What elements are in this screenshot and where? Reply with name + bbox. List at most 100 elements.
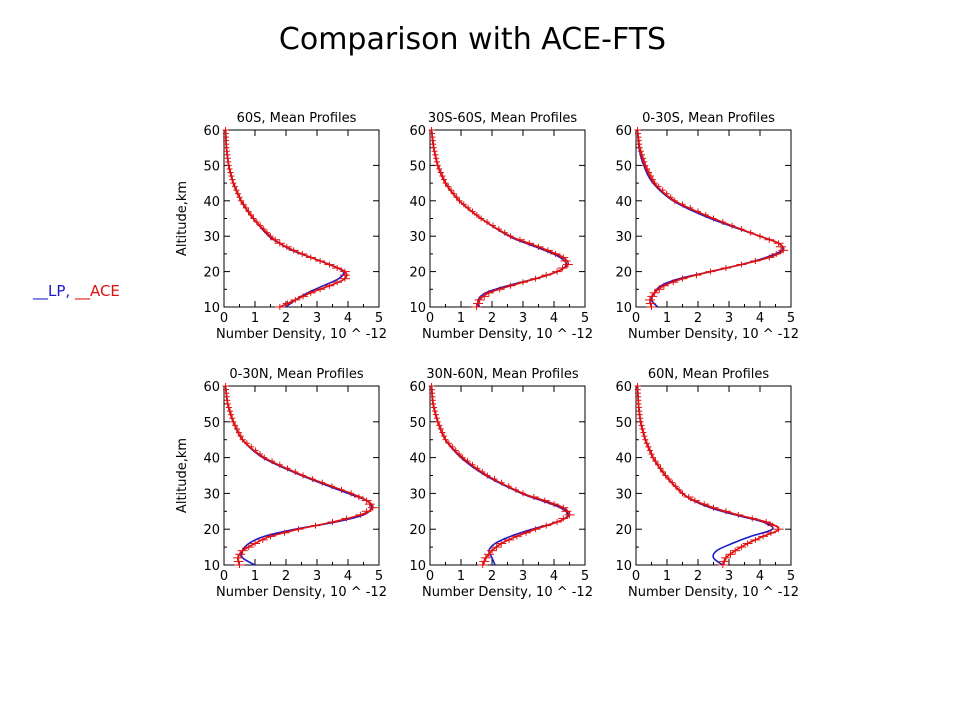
x-tick-label: 4: [756, 569, 764, 584]
y-tick-label: 60: [409, 380, 426, 395]
plot-frame: [635, 385, 792, 566]
panel-title: 0-30S, Mean Profiles: [642, 111, 775, 126]
x-tick-label: 1: [251, 569, 259, 584]
y-tick-label: 10: [615, 559, 632, 574]
y-tick-label: 50: [203, 159, 220, 174]
panel-2: 30S-60S, Mean Profiles 0 1 2 3 4 5 10 20 30 40 50 60…: [409, 111, 593, 342]
series-line-ace: [224, 129, 348, 308]
series-line-ace: [430, 385, 571, 566]
x-tick-label: 1: [457, 569, 465, 584]
panel-title: 60N, Mean Profiles: [648, 367, 770, 382]
x-tick-label: 3: [725, 569, 733, 584]
x-axis-label: Number Density, 10 ^ -12: [628, 585, 799, 600]
panel-title: 0-30N, Mean Profiles: [229, 367, 363, 382]
series-line-ace: [636, 385, 780, 566]
x-tick-label: 0: [426, 311, 434, 326]
series-line-lp: [224, 129, 345, 308]
y-tick-label: 10: [615, 301, 632, 316]
y-tick-label: 40: [615, 195, 632, 210]
y-tick-label: 60: [615, 380, 632, 395]
y-tick-label: 40: [203, 195, 220, 210]
x-tick-label: 3: [313, 311, 321, 326]
y-tick-label: 60: [409, 124, 426, 139]
y-tick-label: 10: [203, 559, 220, 574]
x-tick-label: 5: [787, 569, 795, 584]
legend-lp-dash: __: [33, 282, 48, 300]
y-axis-label: Altitude,km: [175, 438, 190, 513]
x-tick-label: 2: [282, 569, 290, 584]
x-tick-label: 4: [344, 569, 352, 584]
y-tick-label: 40: [409, 195, 426, 210]
y-tick-label: 30: [203, 230, 220, 245]
series-line-lp: [636, 129, 784, 308]
panel-6: 60N, Mean Profiles 0 1 2 3 4 5 10 20 30 40 50 60 Numb…: [615, 367, 799, 600]
x-tick-label: 1: [663, 569, 671, 584]
y-tick-label: 50: [615, 416, 632, 431]
y-tick-label: 20: [615, 523, 632, 538]
x-axis-label: Number Density, 10 ^ -12: [422, 585, 593, 600]
y-tick-label: 10: [409, 301, 426, 316]
y-tick-label: 60: [203, 380, 220, 395]
y-tick-label: 50: [203, 416, 220, 431]
y-tick-label: 30: [409, 230, 426, 245]
x-tick-label: 1: [663, 311, 671, 326]
x-tick-label: 5: [787, 311, 795, 326]
x-axis-label: Number Density, 10 ^ -12: [628, 327, 799, 342]
x-axis-label: Number Density, 10 ^ -12: [216, 327, 387, 342]
y-tick-label: 60: [203, 124, 220, 139]
legend-ace-dash: __: [74, 282, 90, 300]
x-tick-label: 0: [220, 569, 228, 584]
series-line-lp: [430, 129, 568, 308]
x-tick-label: 4: [756, 311, 764, 326]
y-tick-label: 50: [615, 159, 632, 174]
y-tick-label: 10: [409, 559, 426, 574]
panel-title: 60S, Mean Profiles: [237, 111, 357, 126]
y-tick-label: 30: [615, 230, 632, 245]
y-tick-label: 20: [409, 523, 426, 538]
x-tick-label: 1: [457, 311, 465, 326]
y-tick-label: 10: [203, 301, 220, 316]
y-tick-label: 40: [203, 452, 220, 467]
x-tick-label: 5: [581, 311, 589, 326]
x-axis-label: Number Density, 10 ^ -12: [422, 327, 593, 342]
y-tick-label: 30: [203, 487, 220, 502]
series-line-lp: [224, 385, 373, 566]
x-tick-label: 5: [375, 311, 383, 326]
y-tick-label: 60: [615, 124, 632, 139]
panel-4: 0-30N, Mean Profiles 0 1 2 3 4 5 10 20 30 40 50 60 Nu…: [175, 367, 387, 600]
x-tick-label: 5: [375, 569, 383, 584]
x-tick-label: 4: [550, 311, 558, 326]
x-tick-label: 3: [519, 569, 527, 584]
x-tick-label: 2: [694, 311, 702, 326]
series-line-ace: [430, 129, 570, 308]
y-tick-label: 30: [409, 487, 426, 502]
x-tick-label: 0: [632, 311, 640, 326]
plot-frame: [429, 129, 586, 308]
slide-title: Comparison with ACE-FTS: [278, 22, 667, 57]
y-tick-label: 20: [615, 266, 632, 281]
x-tick-label: 2: [488, 569, 496, 584]
panel-title: 30S-60S, Mean Profiles: [428, 111, 578, 126]
y-tick-label: 20: [409, 266, 426, 281]
y-tick-label: 40: [615, 452, 632, 467]
x-tick-label: 2: [694, 569, 702, 584]
x-tick-label: 2: [488, 311, 496, 326]
x-tick-label: 4: [550, 569, 558, 584]
x-tick-label: 0: [632, 569, 640, 584]
panel-1: 60S, Mean Profiles 0 1 2 3 4 5 10 20 30 40 50 60 Numb…: [175, 111, 387, 342]
panel-title: 30N-60N, Mean Profiles: [426, 367, 578, 382]
legend-lp-label: LP,: [48, 282, 71, 300]
legend: __LP, __ACE: [33, 282, 120, 300]
legend-ace-label: ACE: [89, 282, 120, 300]
x-tick-label: 4: [344, 311, 352, 326]
x-axis-label: Number Density, 10 ^ -12: [216, 585, 387, 600]
y-tick-label: 40: [409, 452, 426, 467]
y-tick-label: 50: [409, 416, 426, 431]
y-tick-label: 20: [203, 266, 220, 281]
plot-frame: [223, 129, 380, 308]
x-tick-label: 3: [313, 569, 321, 584]
x-tick-label: 2: [282, 311, 290, 326]
y-axis-label: Altitude,km: [175, 181, 190, 256]
panel-3: 0-30S, Mean Profiles 0 1 2 3 4 5 10 20 30 40 50 60 Nu…: [615, 111, 799, 342]
